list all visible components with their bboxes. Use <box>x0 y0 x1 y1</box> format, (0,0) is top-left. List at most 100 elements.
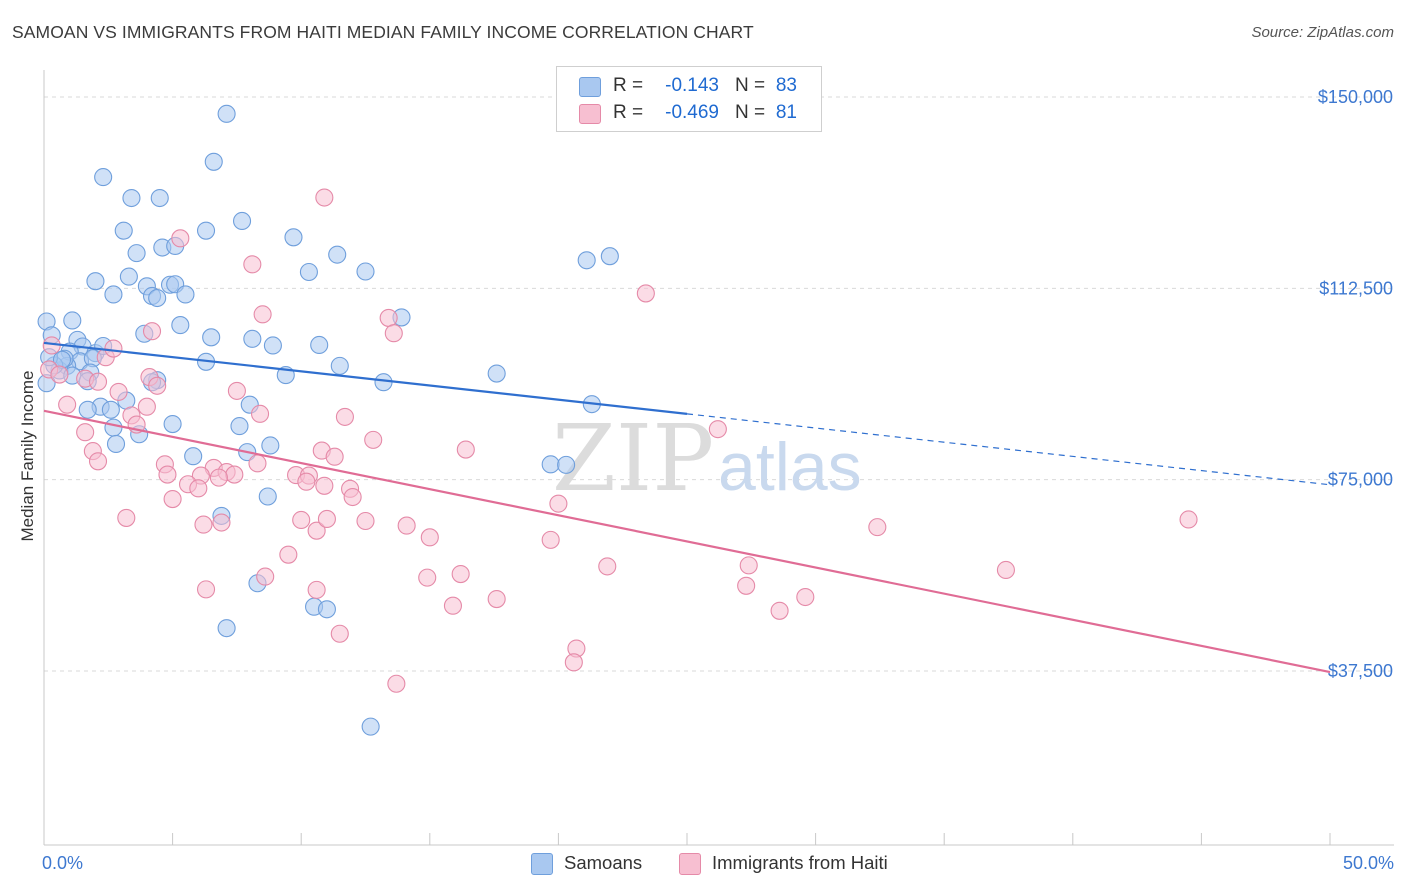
point-samoans <box>284 228 303 247</box>
point-samoans <box>330 356 349 375</box>
bottom-legend-haiti: Immigrants from Haiti <box>679 851 929 877</box>
point-samoans <box>232 211 252 231</box>
point-haiti <box>243 255 262 274</box>
trend-lines <box>43 341 1331 674</box>
point-haiti <box>88 372 108 391</box>
tick-labels: $37,500 $75,000 $112,500 $150,000 0.0% 50.0% <box>42 87 1394 873</box>
point-haiti <box>194 515 213 534</box>
point-haiti <box>420 528 439 547</box>
point-samoans <box>577 251 596 270</box>
point-samoans <box>119 267 138 286</box>
trend-line-samoans-extension <box>686 413 1331 486</box>
point-haiti <box>541 530 560 549</box>
point-haiti <box>549 494 568 513</box>
point-samoans <box>202 328 221 347</box>
point-haiti <box>117 508 136 527</box>
point-samoans <box>217 619 236 638</box>
point-haiti <box>163 490 182 509</box>
legend-r-value: -0.469 <box>665 102 719 123</box>
stats-legend: R = -0.143 N = 83 R = -0.469 N = 81 <box>556 66 822 132</box>
point-haiti <box>364 430 383 449</box>
point-samoans <box>557 455 576 474</box>
legend-r-label: R = <box>613 75 644 96</box>
point-haiti <box>487 590 506 609</box>
point-samoans <box>243 329 262 348</box>
point-samoans <box>374 373 393 392</box>
point-samoans <box>101 400 120 419</box>
legend-r-value: -0.143 <box>665 75 719 96</box>
trend-line-samoans <box>43 341 688 415</box>
point-haiti <box>356 511 375 531</box>
point-samoans <box>487 364 506 383</box>
point-samoans <box>104 418 123 437</box>
point-haiti <box>343 487 362 507</box>
legend-n-label: N = <box>735 75 766 96</box>
legend-r-label: R = <box>613 102 644 123</box>
legend-n-value: 83 <box>775 75 797 96</box>
legend-n-label: N = <box>735 102 766 123</box>
point-samoans <box>176 285 195 304</box>
y-tick-label: $75,000 <box>1328 470 1393 490</box>
point-samoans <box>106 434 126 454</box>
legend-swatch-samoans <box>579 77 601 97</box>
source-label: Source: ZipAtlas.com <box>1251 24 1394 41</box>
point-haiti <box>171 229 190 248</box>
point-haiti <box>737 576 756 595</box>
point-haiti <box>212 513 231 532</box>
point-haiti <box>418 568 437 587</box>
point-samoans <box>94 168 113 187</box>
legend-row-samoans: R = -0.143 N = 83 <box>557 74 821 100</box>
watermark-atlas: atlas <box>718 429 862 505</box>
point-samoans <box>196 221 216 240</box>
point-haiti <box>379 308 398 327</box>
point-haiti <box>443 596 462 615</box>
point-haiti <box>76 423 95 442</box>
point-haiti <box>335 407 354 426</box>
point-haiti <box>708 420 727 439</box>
point-haiti <box>109 382 128 401</box>
point-samoans <box>104 285 123 304</box>
point-samoans <box>204 152 223 171</box>
point-samoans <box>217 104 236 123</box>
point-haiti <box>279 545 298 564</box>
point-haiti <box>739 556 758 575</box>
legend-swatch-haiti <box>579 104 601 124</box>
point-haiti <box>104 339 123 358</box>
point-haiti <box>325 447 344 466</box>
point-haiti <box>868 518 887 537</box>
watermark-zip: ZIP <box>552 405 714 512</box>
point-samoans <box>356 262 375 281</box>
point-haiti <box>307 521 326 540</box>
point-haiti <box>796 587 815 607</box>
point-samoans <box>261 436 280 455</box>
point-samoans <box>361 717 380 736</box>
point-haiti <box>209 468 228 487</box>
point-haiti <box>227 381 246 400</box>
point-haiti <box>225 465 244 484</box>
point-samoans <box>163 415 182 434</box>
point-haiti <box>770 601 789 620</box>
point-samoans <box>263 336 282 355</box>
point-samoans <box>78 400 97 419</box>
point-samoans <box>541 455 560 474</box>
point-samoans <box>328 245 347 264</box>
bottom-legend-samoans: Samoans <box>531 851 671 877</box>
point-haiti <box>317 509 336 529</box>
bottom-legend-swatch-samoans <box>531 853 553 875</box>
point-haiti <box>250 404 270 423</box>
trend-line-haiti <box>43 409 1331 674</box>
point-haiti <box>297 472 316 491</box>
point-haiti <box>292 510 311 530</box>
point-haiti <box>88 452 108 471</box>
point-samoans <box>150 188 169 208</box>
point-haiti <box>58 395 77 414</box>
point-haiti <box>330 624 349 643</box>
point-samoans <box>310 335 329 355</box>
point-haiti <box>142 322 162 341</box>
point-haiti <box>196 580 216 599</box>
point-samoans <box>299 262 318 282</box>
point-samoans <box>63 311 82 330</box>
data-points <box>37 104 1198 736</box>
point-haiti <box>256 567 275 586</box>
point-haiti <box>456 440 475 459</box>
